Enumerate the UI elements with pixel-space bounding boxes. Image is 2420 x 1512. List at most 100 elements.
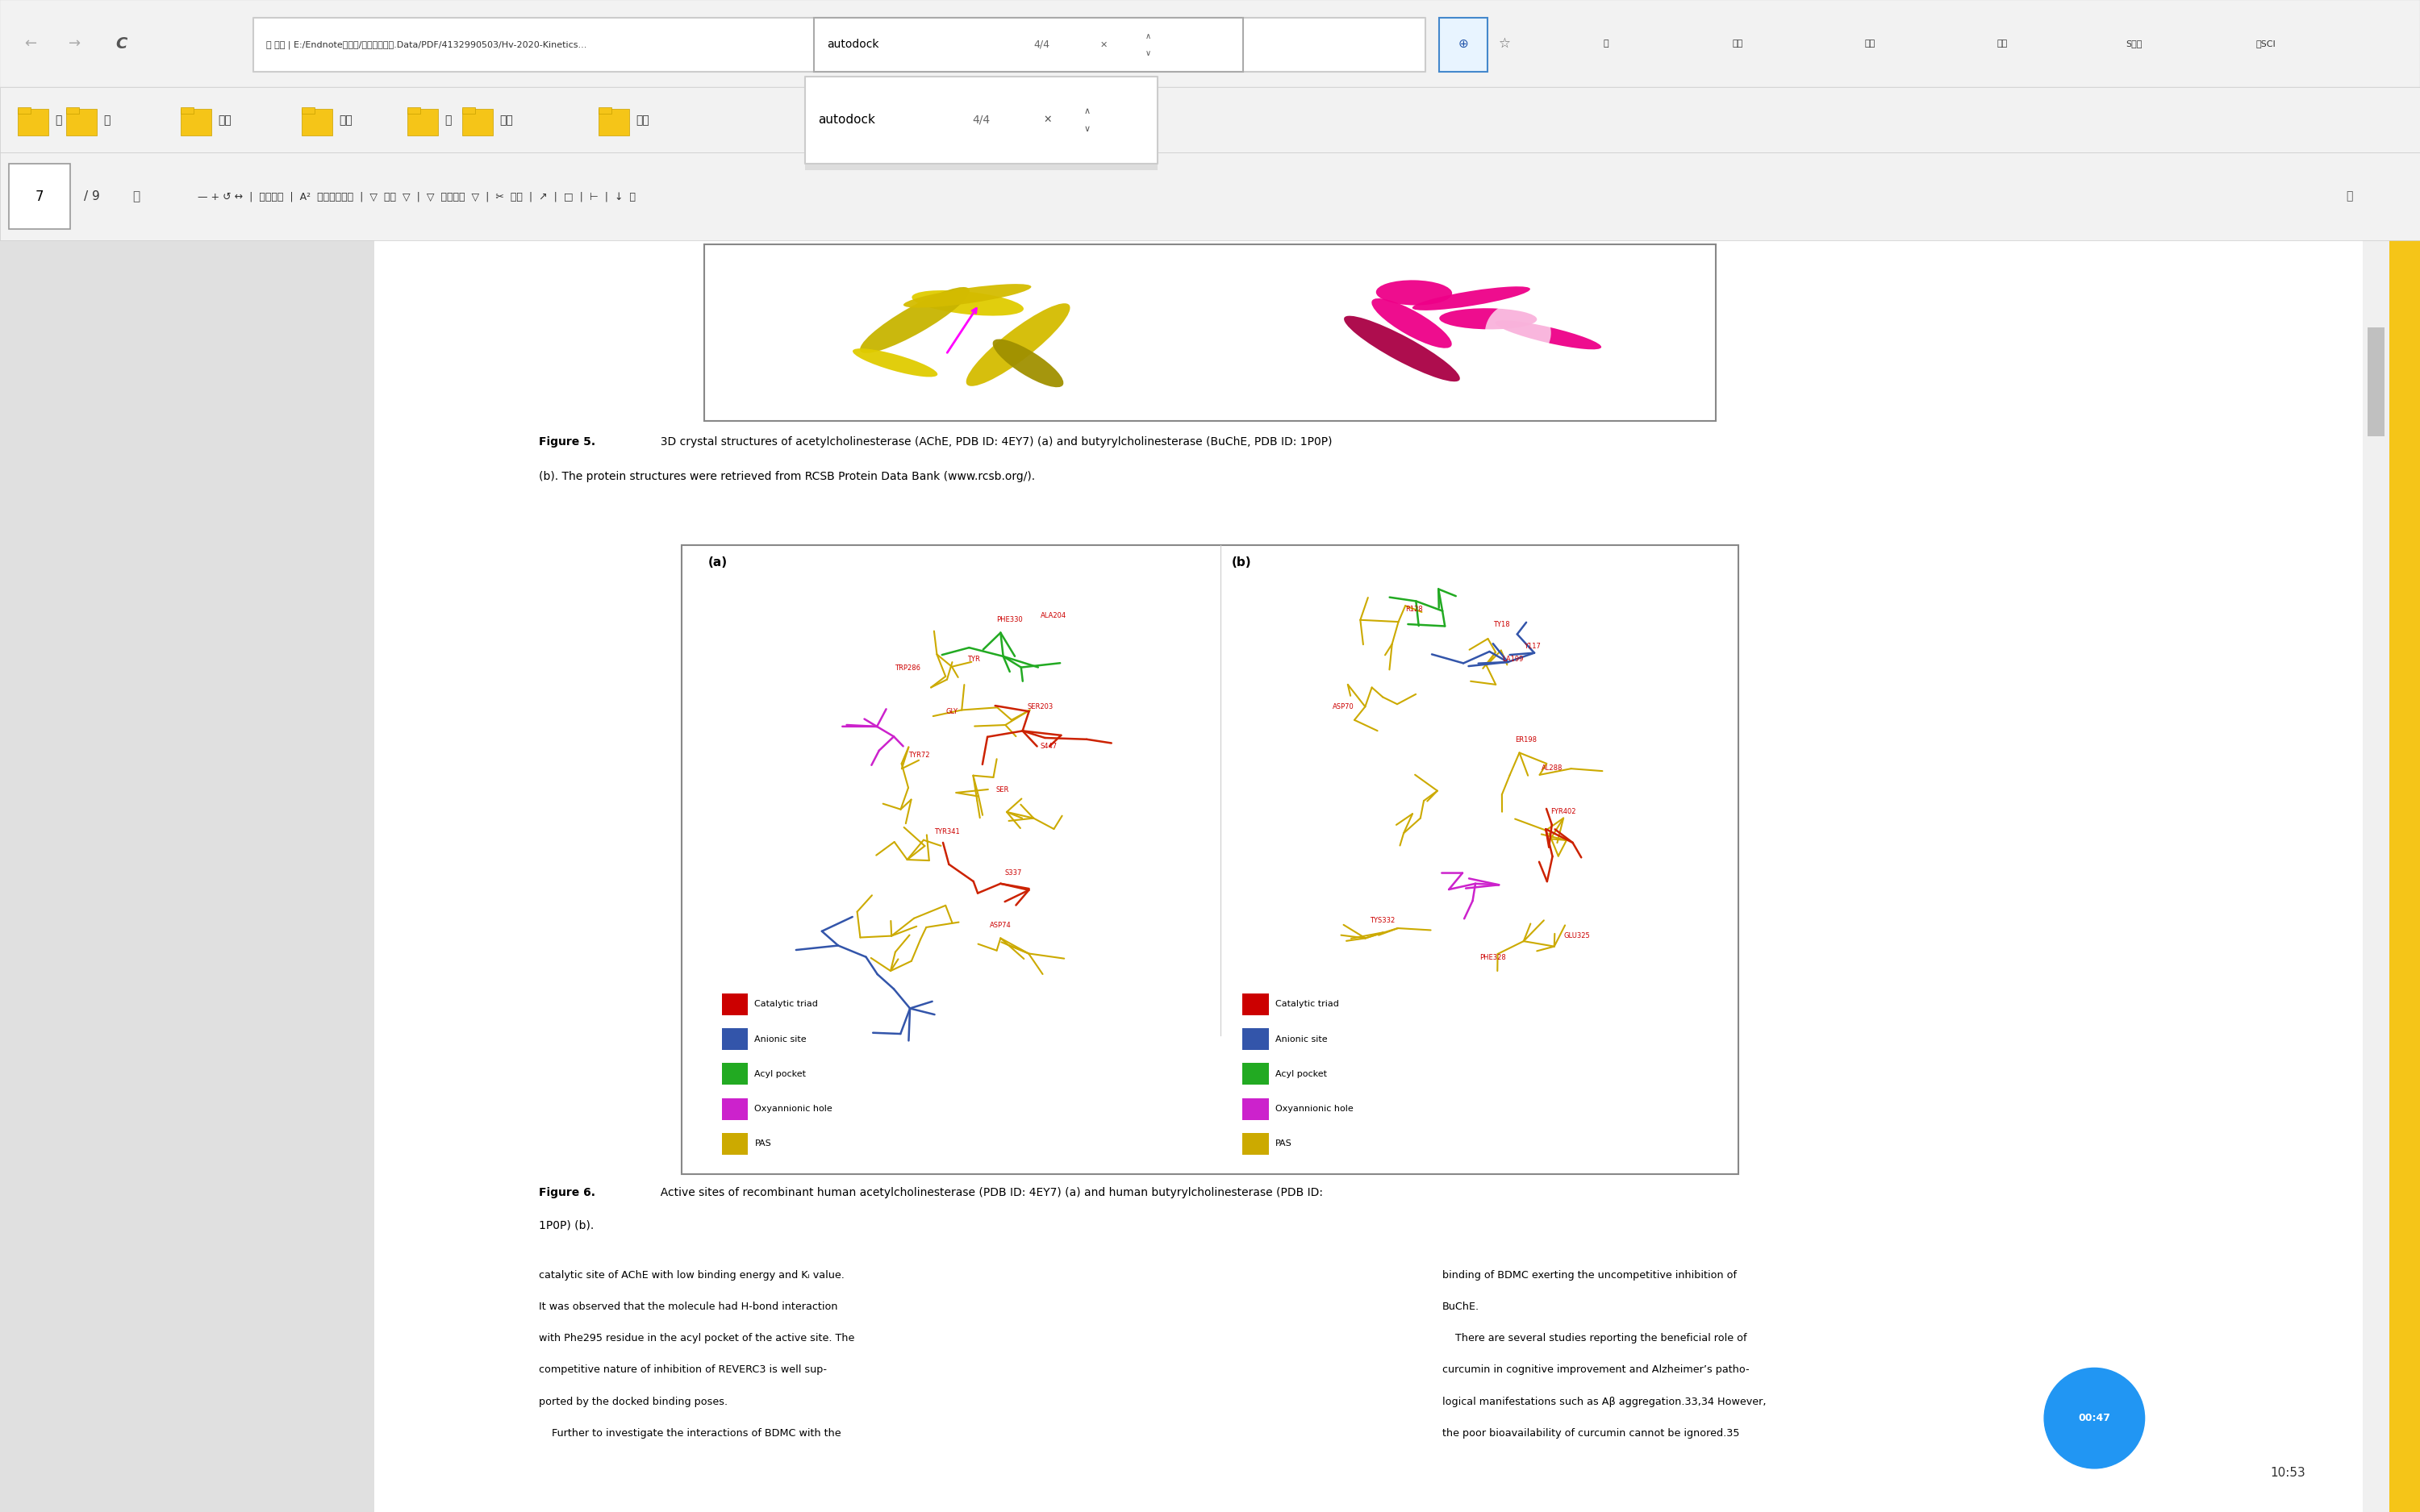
Text: 10:53: 10:53 [2270, 1467, 2306, 1479]
Bar [598, 109, 629, 135]
Text: TYR72: TYR72 [908, 751, 929, 759]
Text: 基金: 基金 [499, 115, 513, 125]
Text: Anionic site: Anionic site [1275, 1036, 1329, 1043]
Bar [407, 109, 438, 135]
Ellipse shape [903, 284, 1031, 307]
Text: 预约: 预约 [1866, 39, 1876, 48]
Text: ⓘ 文件 | E:/Endnote总文件/第七人民医院.Data/PDF/4132990503/Hv-2020-Kinetics...: ⓘ 文件 | E:/Endnote总文件/第七人民医院.Data/PDF/413… [266, 41, 586, 48]
Text: 文献: 文献 [339, 115, 353, 125]
Text: the poor bioavailability of curcumin cannot be ignored.35: the poor bioavailability of curcumin can… [1442, 1427, 1740, 1438]
Bar [1241, 993, 1268, 1015]
Text: 🔍: 🔍 [133, 191, 140, 203]
Text: competitive nature of inhibition of REVERC3 is well sup-: competitive nature of inhibition of REVE… [540, 1365, 828, 1376]
Bar [721, 1132, 748, 1155]
Bar [721, 1098, 748, 1120]
Bar [721, 1063, 748, 1086]
Bar [375, 240, 2362, 1512]
Ellipse shape [852, 348, 937, 376]
Text: Catalytic triad: Catalytic triad [755, 999, 818, 1009]
Bar [0, 153, 2420, 240]
Text: TYR341: TYR341 [934, 827, 961, 835]
Text: 购: 购 [445, 115, 450, 125]
Text: with Phe295 residue in the acyl pocket of the active site. The: with Phe295 residue in the acyl pocket o… [540, 1334, 854, 1344]
Text: →: → [68, 36, 80, 51]
Bar [2367, 327, 2384, 437]
Text: C: C [116, 36, 126, 51]
Text: FYR402: FYR402 [1551, 809, 1575, 815]
Text: autodock: autodock [818, 113, 876, 125]
Text: TYR: TYR [968, 655, 980, 662]
Ellipse shape [966, 304, 1070, 386]
Ellipse shape [1413, 286, 1529, 310]
Text: Acyl pocket: Acyl pocket [1275, 1070, 1326, 1078]
Text: 1P0P) (b).: 1P0P) (b). [540, 1220, 593, 1231]
Text: 4/4: 4/4 [973, 115, 990, 125]
Text: 牛SCI: 牛SCI [2255, 39, 2275, 48]
Bar [721, 1028, 748, 1049]
Text: GLY: GLY [946, 708, 958, 715]
Text: Oxyannionic hole: Oxyannionic hole [1275, 1105, 1353, 1113]
Bar [17, 109, 48, 135]
Text: PHE330: PHE330 [997, 617, 1024, 623]
Bar [806, 77, 1157, 163]
Text: Anionic site: Anionic site [755, 1036, 806, 1043]
Text: SER: SER [997, 786, 1009, 794]
Ellipse shape [912, 290, 1024, 316]
Text: logical manifestations such as Aβ aggregation.33,34 However,: logical manifestations such as Aβ aggreg… [1442, 1397, 1767, 1406]
Text: / 9: / 9 [85, 191, 99, 203]
Text: binding of BDMC exerting the uncompetitive inhibition of: binding of BDMC exerting the uncompetiti… [1442, 1270, 1738, 1281]
Text: Oxyannionic hole: Oxyannionic hole [755, 1105, 832, 1113]
Ellipse shape [1440, 308, 1537, 330]
Text: 院: 院 [104, 115, 111, 125]
Text: S337: S337 [1004, 869, 1021, 877]
Text: ∧: ∧ [1145, 32, 1152, 39]
Text: It was observed that the molecule had H-bond interaction: It was observed that the molecule had H-… [540, 1302, 837, 1312]
Text: S447: S447 [1041, 742, 1058, 750]
Bar [813, 18, 1244, 73]
Text: catalytic site of AChE with low binding energy and Kᵢ value.: catalytic site of AChE with low binding … [540, 1270, 845, 1281]
Text: ☆: ☆ [1498, 36, 1510, 51]
Bar [704, 245, 1716, 420]
Text: ∨: ∨ [1145, 50, 1152, 57]
Text: 院: 院 [56, 115, 63, 125]
Text: 投稿: 投稿 [218, 115, 232, 125]
Bar [65, 107, 80, 113]
Text: (b): (b) [1232, 556, 1251, 569]
Bar [462, 109, 494, 135]
Text: R128: R128 [1406, 605, 1423, 612]
Text: 代谢: 代谢 [1733, 39, 1742, 48]
Text: ASP74: ASP74 [990, 922, 1012, 928]
Text: ←: ← [24, 36, 36, 51]
Text: ✕: ✕ [1043, 115, 1050, 125]
Bar [182, 109, 211, 135]
Text: S技巧: S技巧 [2125, 39, 2142, 48]
Ellipse shape [1486, 302, 1551, 363]
Text: Acyl pocket: Acyl pocket [755, 1070, 806, 1078]
Text: Figure 5.: Figure 5. [540, 437, 595, 448]
Text: Active sites of recombinant human acetylcholinesterase (PDB ID: 4EY7) (a) and hu: Active sites of recombinant human acetyl… [653, 1187, 1324, 1198]
Bar [2362, 240, 2389, 1512]
Text: ∧: ∧ [1084, 107, 1089, 115]
Bar [10, 163, 70, 230]
Text: 00:47: 00:47 [2079, 1412, 2110, 1423]
Bar [182, 107, 194, 113]
Text: GLU325: GLU325 [1563, 933, 1590, 940]
Bar [1241, 1063, 1268, 1086]
Text: LA199: LA199 [1503, 655, 1522, 662]
Ellipse shape [859, 287, 970, 354]
Text: ASP70: ASP70 [1333, 703, 1353, 711]
Ellipse shape [1496, 321, 1602, 349]
Text: autodock: autodock [828, 39, 878, 50]
Text: PAS: PAS [1275, 1140, 1292, 1148]
Text: TYS332: TYS332 [1370, 918, 1394, 924]
Text: PAS: PAS [755, 1140, 772, 1148]
Bar [302, 107, 315, 113]
Text: Further to investigate the interactions of BDMC with the: Further to investigate the interactions … [540, 1427, 842, 1438]
Bar [2389, 240, 2420, 1512]
Ellipse shape [1372, 298, 1452, 348]
Text: ✕: ✕ [1101, 41, 1108, 48]
Text: Catalytic triad: Catalytic triad [1275, 999, 1338, 1009]
Bar [598, 107, 612, 113]
Text: Figure 6.: Figure 6. [540, 1187, 595, 1198]
Ellipse shape [992, 339, 1062, 387]
